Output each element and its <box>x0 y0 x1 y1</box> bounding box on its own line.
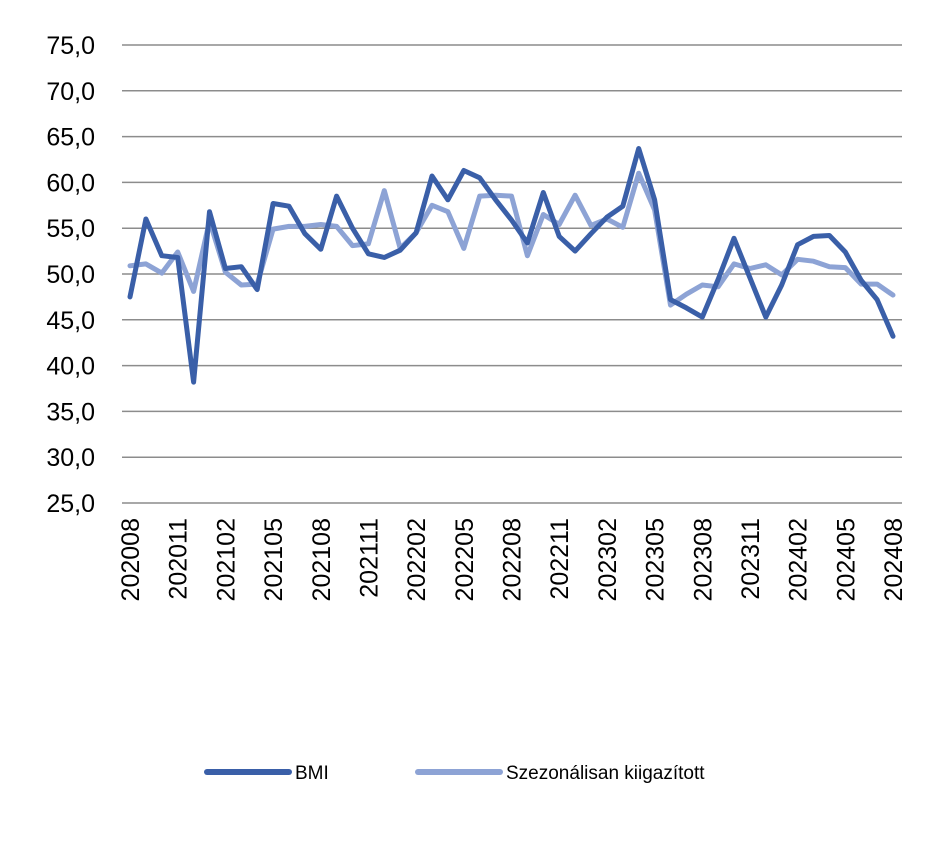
x-tick-label: 202008 <box>117 518 145 601</box>
x-tick-label: 202102 <box>212 518 240 601</box>
y-tick-label: 75,0 <box>46 32 95 60</box>
series-line-szezonalisan-kiigazitott <box>127 170 896 308</box>
x-tick-label: 202308 <box>689 518 717 601</box>
series-lines <box>127 146 896 385</box>
y-tick-label: 60,0 <box>46 169 95 197</box>
y-tick-label: 40,0 <box>46 353 95 381</box>
x-tick-label: 202108 <box>308 518 336 601</box>
x-tick-label: 202011 <box>165 518 193 600</box>
x-tick-label: 202205 <box>451 518 479 601</box>
x-axis-tick-labels: 202008 202011 202102 202105 202108 202111 2022… <box>117 518 908 601</box>
series-line-bmi <box>127 146 896 385</box>
x-tick-label: 202408 <box>880 518 908 601</box>
y-tick-label: 65,0 <box>46 124 95 152</box>
x-tick-label: 202105 <box>260 518 288 601</box>
legend: BMI Szezonálisan kiigazított <box>204 763 705 784</box>
x-tick-label: 202402 <box>785 518 813 601</box>
x-tick-label: 202208 <box>499 518 527 601</box>
x-tick-label: 202305 <box>642 518 670 601</box>
legend-label-bmi: BMI <box>295 763 329 784</box>
y-tick-label: 25,0 <box>46 490 95 518</box>
x-tick-label: 202111 <box>355 518 383 598</box>
y-tick-label: 50,0 <box>46 261 95 289</box>
gridlines <box>122 44 902 504</box>
x-tick-label: 202405 <box>832 518 860 601</box>
y-tick-label: 35,0 <box>46 398 95 426</box>
x-tick-label: 202311 <box>737 518 765 600</box>
x-tick-label: 202302 <box>594 518 622 601</box>
y-tick-label: 70,0 <box>46 78 95 106</box>
y-tick-label: 30,0 <box>46 444 95 472</box>
y-tick-label: 45,0 <box>46 307 95 335</box>
legend-label-szezonalisan-kiigazitott: Szezonálisan kiigazított <box>506 763 705 784</box>
x-tick-label: 202211 <box>546 518 574 600</box>
y-axis-tick-labels: 25,0 30,0 35,0 40,0 45,0 50,0 55,0 60,0 65,0 70,0… <box>46 32 95 518</box>
x-tick-label: 202202 <box>403 518 431 601</box>
y-tick-label: 55,0 <box>46 215 95 243</box>
